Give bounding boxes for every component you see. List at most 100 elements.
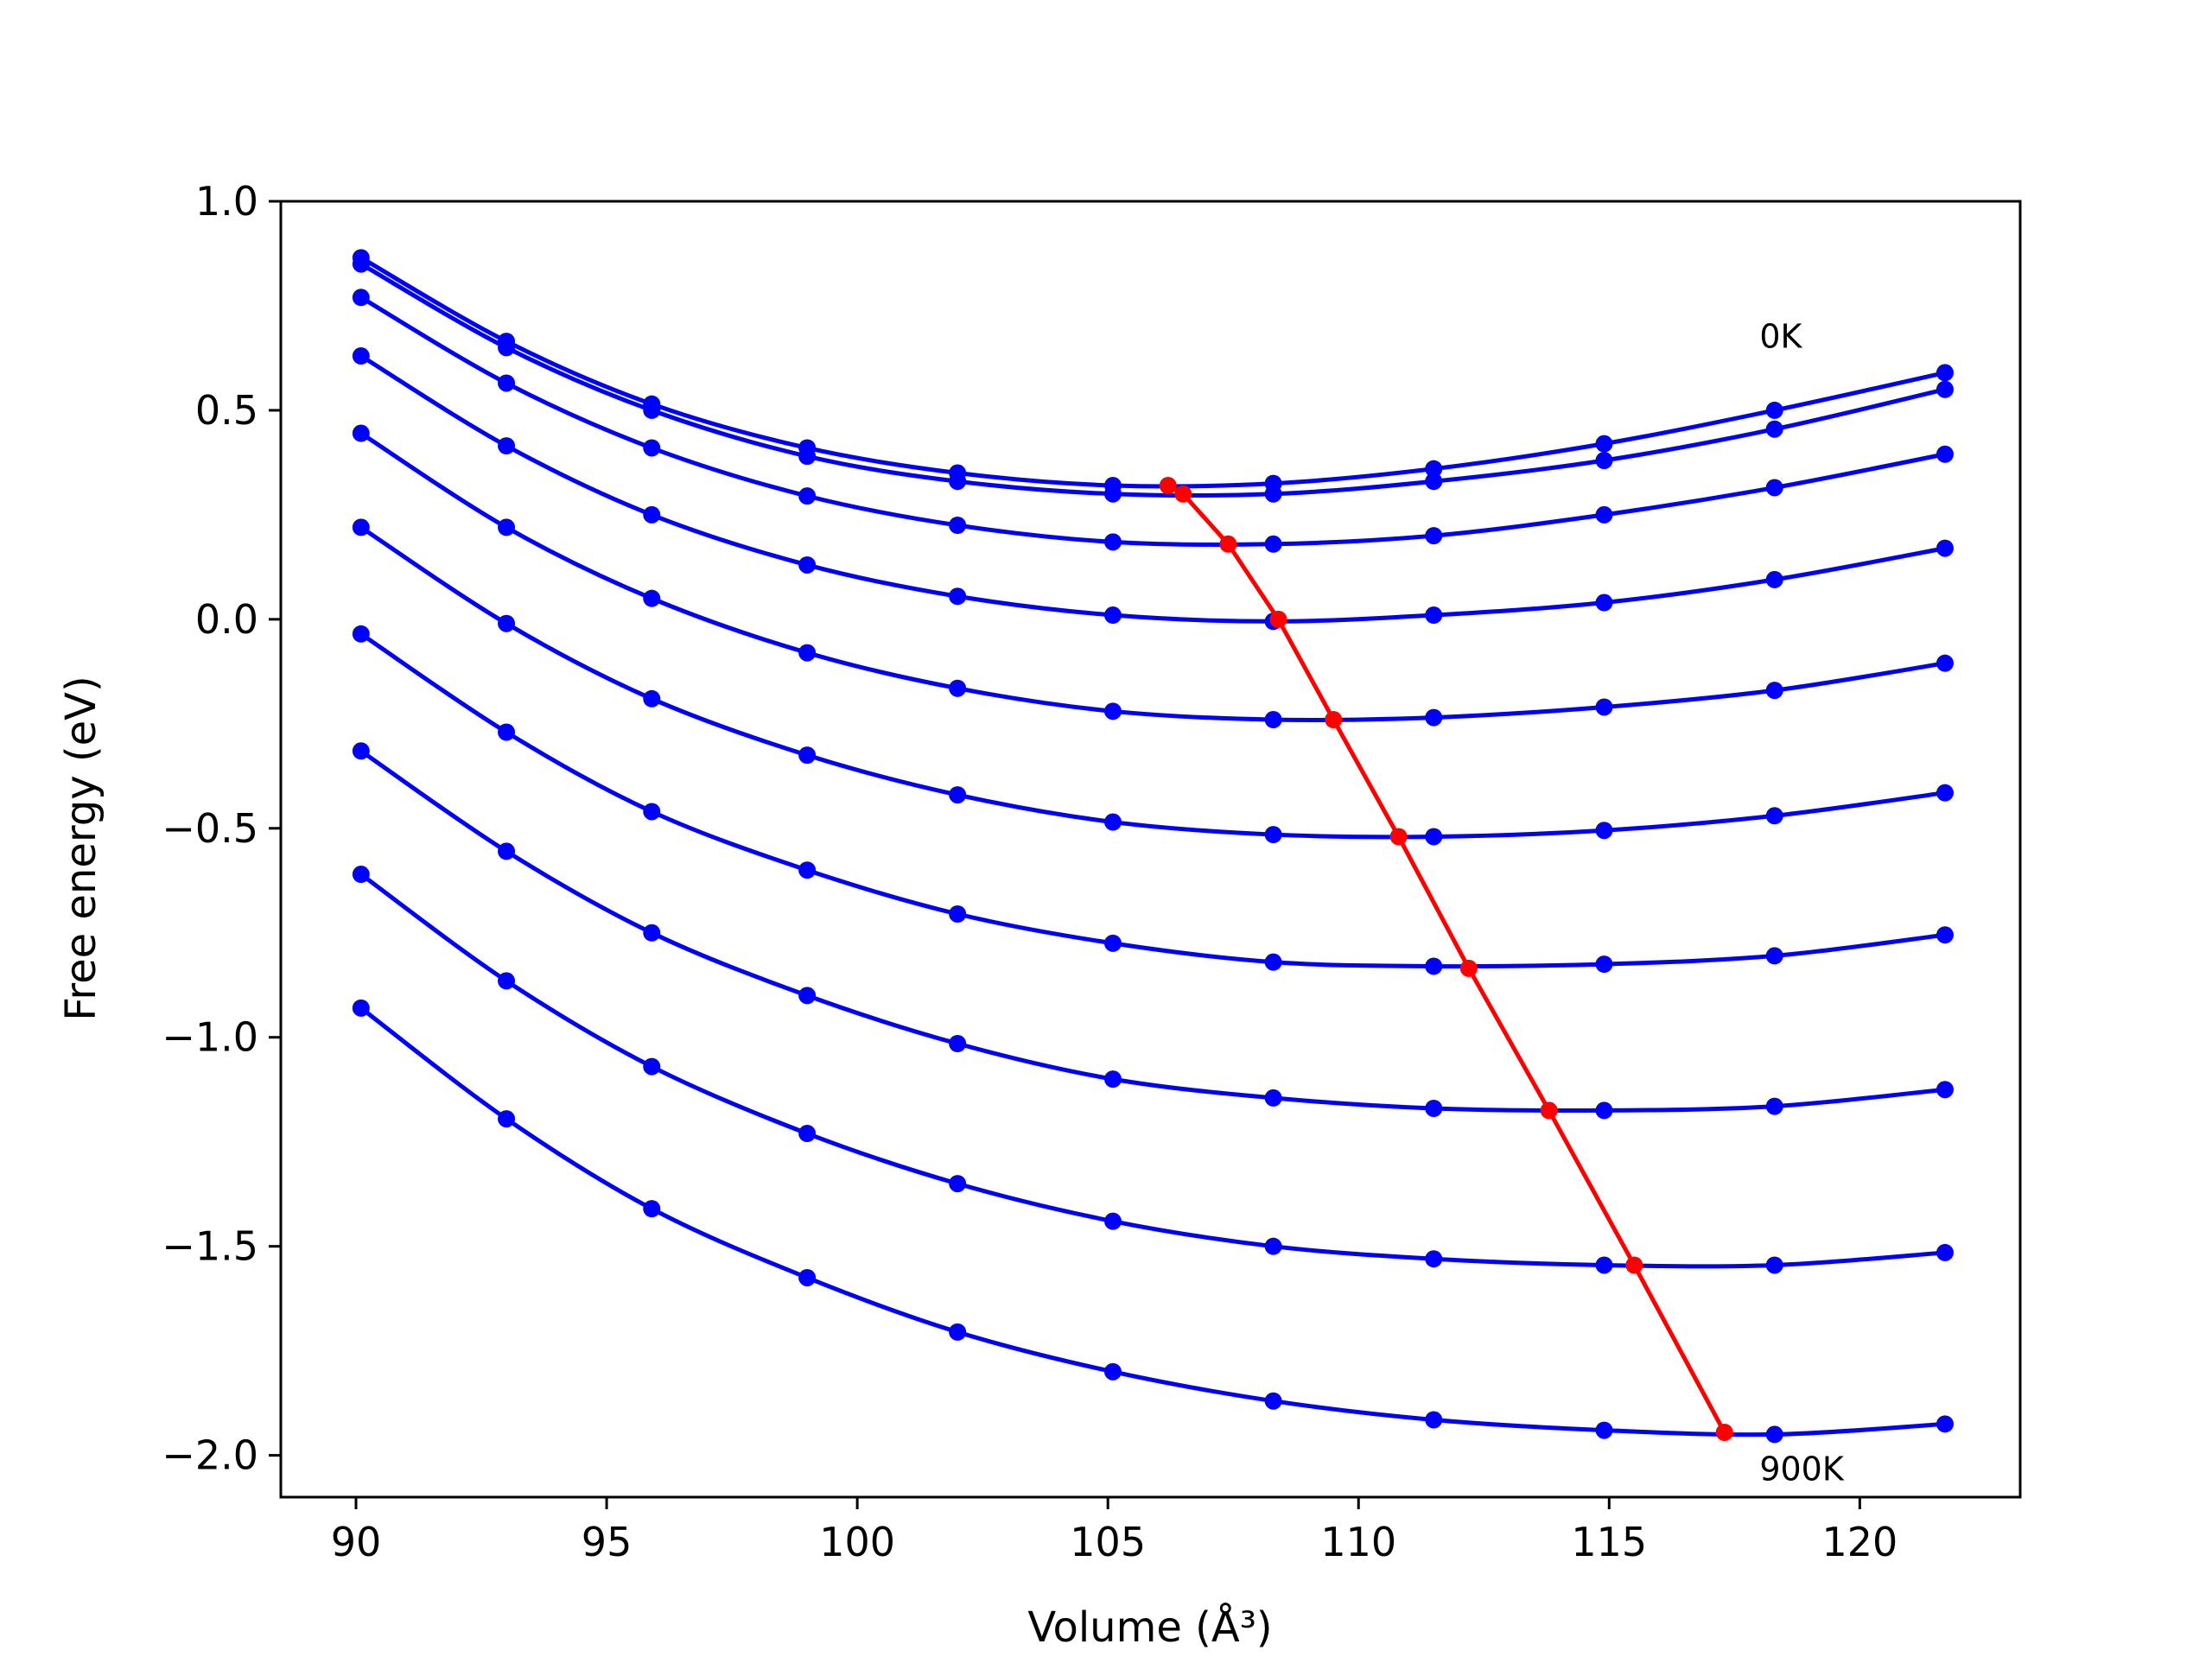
data-point	[1765, 420, 1783, 438]
minimum-point	[1325, 711, 1343, 728]
data-point	[1765, 682, 1783, 700]
data-point	[1595, 593, 1613, 612]
data-point	[949, 1323, 967, 1341]
data-point	[1936, 1243, 1954, 1261]
data-point	[1264, 1089, 1282, 1107]
data-point	[1425, 527, 1443, 545]
data-point	[1765, 401, 1783, 419]
data-point	[1765, 807, 1783, 825]
data-point	[1264, 826, 1282, 844]
minimum-point	[1715, 1424, 1733, 1441]
minimum-point	[1540, 1101, 1558, 1120]
annotation-label: 900K	[1759, 1450, 1845, 1488]
data-point	[352, 518, 370, 536]
data-point	[798, 861, 817, 879]
data-point	[949, 905, 967, 923]
data-point	[1264, 535, 1282, 553]
data-point	[1103, 934, 1122, 952]
data-point	[1936, 539, 1954, 557]
series-5	[352, 518, 1954, 846]
data-point	[1765, 570, 1783, 588]
data-point	[498, 518, 516, 536]
data-point	[949, 786, 967, 804]
y-tick-label: −2.0	[162, 1432, 258, 1479]
y-axis-label: Free energy (eV)	[57, 676, 105, 1020]
data-point	[1936, 380, 1954, 398]
minimum-point	[1269, 610, 1287, 628]
y-tick-label: 0.5	[195, 387, 258, 434]
data-point	[1595, 698, 1613, 716]
data-point	[643, 589, 661, 607]
data-point	[1595, 822, 1613, 840]
data-point	[1103, 702, 1122, 720]
data-point	[1103, 1070, 1122, 1089]
data-point	[1936, 364, 1954, 382]
data-point	[1765, 479, 1783, 497]
data-point	[1103, 1362, 1122, 1381]
data-point	[1103, 485, 1122, 503]
data-point	[1103, 533, 1122, 551]
y-tick-label: 1.0	[195, 178, 258, 225]
x-tick-label: 95	[582, 1519, 632, 1565]
x-tick-label: 90	[331, 1519, 382, 1565]
data-point	[949, 473, 967, 491]
minimum-point	[1625, 1256, 1643, 1274]
data-point	[1936, 784, 1954, 802]
minimum-point	[1459, 959, 1478, 977]
data-point	[498, 437, 516, 455]
data-point	[1425, 957, 1443, 975]
data-point	[1936, 1081, 1954, 1099]
y-tick-label: −0.5	[162, 805, 258, 852]
data-point	[1264, 1237, 1282, 1255]
minimum-point	[1219, 535, 1237, 553]
data-point	[352, 347, 370, 365]
data-point	[1103, 1212, 1122, 1230]
data-point	[949, 679, 967, 697]
data-point	[643, 803, 661, 821]
data-point	[1595, 452, 1613, 469]
data-point	[1765, 947, 1783, 965]
series-4	[352, 424, 1954, 728]
data-point	[1425, 1100, 1443, 1117]
data-point	[1936, 926, 1954, 944]
data-point	[798, 487, 817, 505]
data-point	[1264, 953, 1282, 971]
data-point	[643, 1200, 661, 1218]
minimum-point	[1174, 485, 1192, 503]
data-point	[1264, 485, 1282, 503]
data-point	[1425, 460, 1443, 478]
annotation-label: 0K	[1759, 317, 1802, 355]
plot-frame	[279, 200, 2022, 1499]
series-1	[352, 255, 1954, 503]
data-point	[352, 255, 370, 273]
y-tick-label: 0.0	[195, 596, 258, 643]
data-point	[798, 644, 817, 662]
data-point	[352, 625, 370, 643]
data-point	[643, 689, 661, 708]
data-point	[498, 842, 516, 860]
data-point	[1595, 505, 1613, 524]
data-point	[643, 401, 661, 419]
data-point	[1595, 1421, 1613, 1439]
data-point	[1765, 1256, 1783, 1274]
data-point	[1264, 1392, 1282, 1410]
data-point	[1595, 1256, 1613, 1274]
data-point	[352, 866, 370, 884]
data-point	[352, 742, 370, 760]
series-9	[352, 999, 1954, 1444]
data-point	[798, 555, 817, 574]
x-tick-label: 100	[819, 1519, 895, 1565]
data-point	[643, 924, 661, 942]
y-tick-label: −1.0	[162, 1014, 258, 1061]
data-point	[1595, 1101, 1613, 1120]
data-point	[1425, 1411, 1443, 1429]
data-point	[1765, 1097, 1783, 1115]
x-tick-label: 110	[1320, 1519, 1396, 1565]
data-point	[498, 339, 516, 357]
data-point	[643, 1057, 661, 1076]
y-tick-label: −1.5	[162, 1223, 258, 1270]
data-point	[798, 1125, 817, 1143]
data-point	[498, 614, 516, 632]
